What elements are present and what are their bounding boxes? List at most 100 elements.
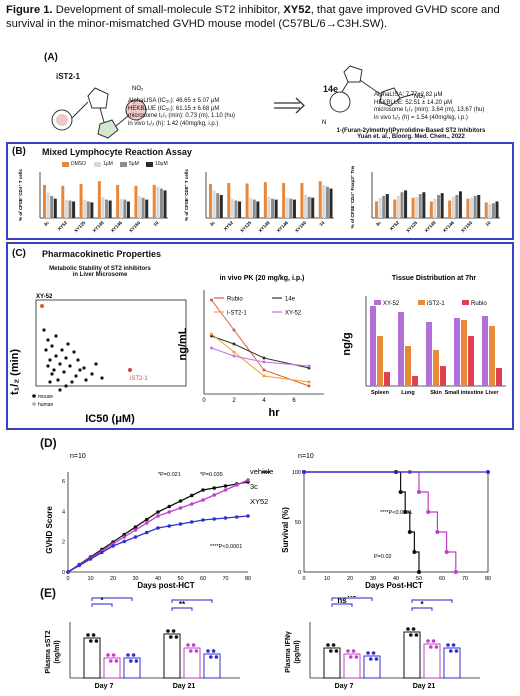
significance-label: ***	[187, 596, 197, 601]
gvhd-point	[246, 478, 250, 482]
bar	[79, 183, 83, 218]
legend-xy52: XY52	[250, 497, 268, 506]
gvhd-point	[201, 498, 205, 502]
dot	[406, 627, 410, 631]
significance-label: ns	[337, 596, 347, 605]
gvhd-y-tick: 0	[62, 570, 65, 576]
gvhd-series-line	[67, 479, 249, 573]
bar	[429, 201, 433, 218]
td-ylabel: ng/g	[341, 332, 353, 355]
td-legend-label: iST2-1	[427, 301, 445, 307]
gvhd-point	[156, 526, 160, 530]
dot	[346, 649, 350, 653]
legend-swatch-dmso	[62, 162, 69, 167]
td-category-label: Spleen	[371, 390, 390, 396]
survival-point	[412, 550, 417, 554]
td-legend-swatch	[374, 300, 381, 305]
pk-legend-label: 14e	[285, 297, 296, 303]
gvhd-x-tick: 80	[245, 576, 251, 582]
gvhd-p1: *P=0.021	[158, 472, 181, 478]
survival-point	[407, 530, 412, 534]
gvhd-point	[88, 557, 93, 561]
bar	[119, 198, 123, 218]
pk-legend-label: i-ST2-1	[227, 311, 247, 317]
bar	[116, 184, 120, 218]
bar	[455, 195, 459, 218]
dot	[409, 633, 413, 637]
dot	[326, 643, 330, 647]
td-bar	[377, 336, 383, 386]
legend-swatch-5um	[120, 162, 127, 167]
survival-point	[302, 470, 306, 474]
category-label: XY125	[73, 220, 86, 233]
bar	[415, 196, 419, 218]
pk-point	[210, 346, 213, 350]
scatter-point	[76, 358, 80, 362]
category-label: XY150	[128, 220, 141, 233]
survival-line	[304, 471, 420, 572]
right-prop-2: microsome t₁/₂ (min): 3.64 (m), 13.67 (h…	[374, 107, 485, 113]
dot-bar	[443, 647, 461, 679]
dot-bar	[83, 637, 101, 679]
pk-point	[307, 364, 311, 368]
dot	[371, 651, 376, 655]
bar	[245, 183, 249, 218]
category-label: 10	[152, 220, 159, 227]
bar	[238, 201, 242, 218]
left-prop-2: microsome t₁/₂ (min): 0.73 (m), 1.10 (hu…	[128, 113, 236, 119]
bar	[138, 195, 142, 218]
bar	[322, 184, 326, 218]
y-axis-label: % of CFSE⁻CD4⁺ Foxp3⁺ Tregs	[350, 166, 355, 228]
survival-x-tick: 30	[370, 576, 376, 582]
dot	[211, 649, 216, 653]
survival-point	[403, 510, 408, 514]
panel-c-label: (C)	[12, 248, 26, 259]
scatter-legend-human: human	[38, 402, 54, 408]
gvhd-point	[223, 484, 228, 488]
gvhd-point	[144, 521, 149, 525]
gvhd-x-tick: 20	[110, 576, 116, 582]
survival-x-tick: 0	[302, 576, 305, 582]
legend-label-dmso: DMSO	[71, 161, 86, 167]
scatter-legend-mouse: mouse	[38, 394, 53, 400]
category-label: XY125	[239, 220, 252, 233]
pk-legend-label: XY-52	[285, 311, 302, 317]
panel-e-label: (E)	[40, 586, 56, 600]
bar	[141, 197, 145, 218]
category-label: XY52	[389, 220, 401, 232]
panel-c-box	[6, 242, 514, 430]
survival-point	[435, 530, 440, 534]
structure-ist2-1: NO₂	[51, 86, 147, 139]
figure-caption: Figure 1. Development of small-molecule …	[6, 3, 514, 31]
bar	[230, 198, 234, 218]
bar	[72, 201, 76, 218]
scatter-point	[70, 380, 74, 384]
td-bar	[384, 372, 390, 386]
bar	[267, 196, 271, 218]
dot	[111, 653, 116, 657]
dot	[194, 649, 199, 653]
scatter-title: Metabolic Stability of ST2 inhibitors in…	[20, 266, 180, 278]
dot	[129, 659, 133, 663]
panel-a-label: (A)	[44, 52, 58, 63]
gvhd-x-tick: 70	[222, 576, 228, 582]
bar	[307, 196, 311, 218]
pk-point	[232, 354, 236, 358]
scatter-point	[84, 378, 88, 382]
dot	[329, 649, 333, 653]
bar	[451, 196, 455, 218]
survival-point	[417, 490, 421, 494]
scatter-point	[46, 338, 50, 342]
category-label: XY146	[110, 220, 123, 233]
bar	[97, 181, 101, 218]
mlr-chart-cd8: % of CFSE⁻CD8⁺ T cells 3c XY52 XY125 XY148 XY…	[184, 169, 334, 233]
bar	[477, 195, 481, 218]
dot	[171, 629, 176, 633]
survival-xlabel: Days Post-HCT	[365, 581, 423, 590]
bar	[404, 190, 408, 218]
bar	[68, 200, 72, 218]
scatter-point	[48, 380, 52, 384]
bar	[300, 183, 304, 218]
gvhd-n: n=10	[70, 453, 86, 460]
